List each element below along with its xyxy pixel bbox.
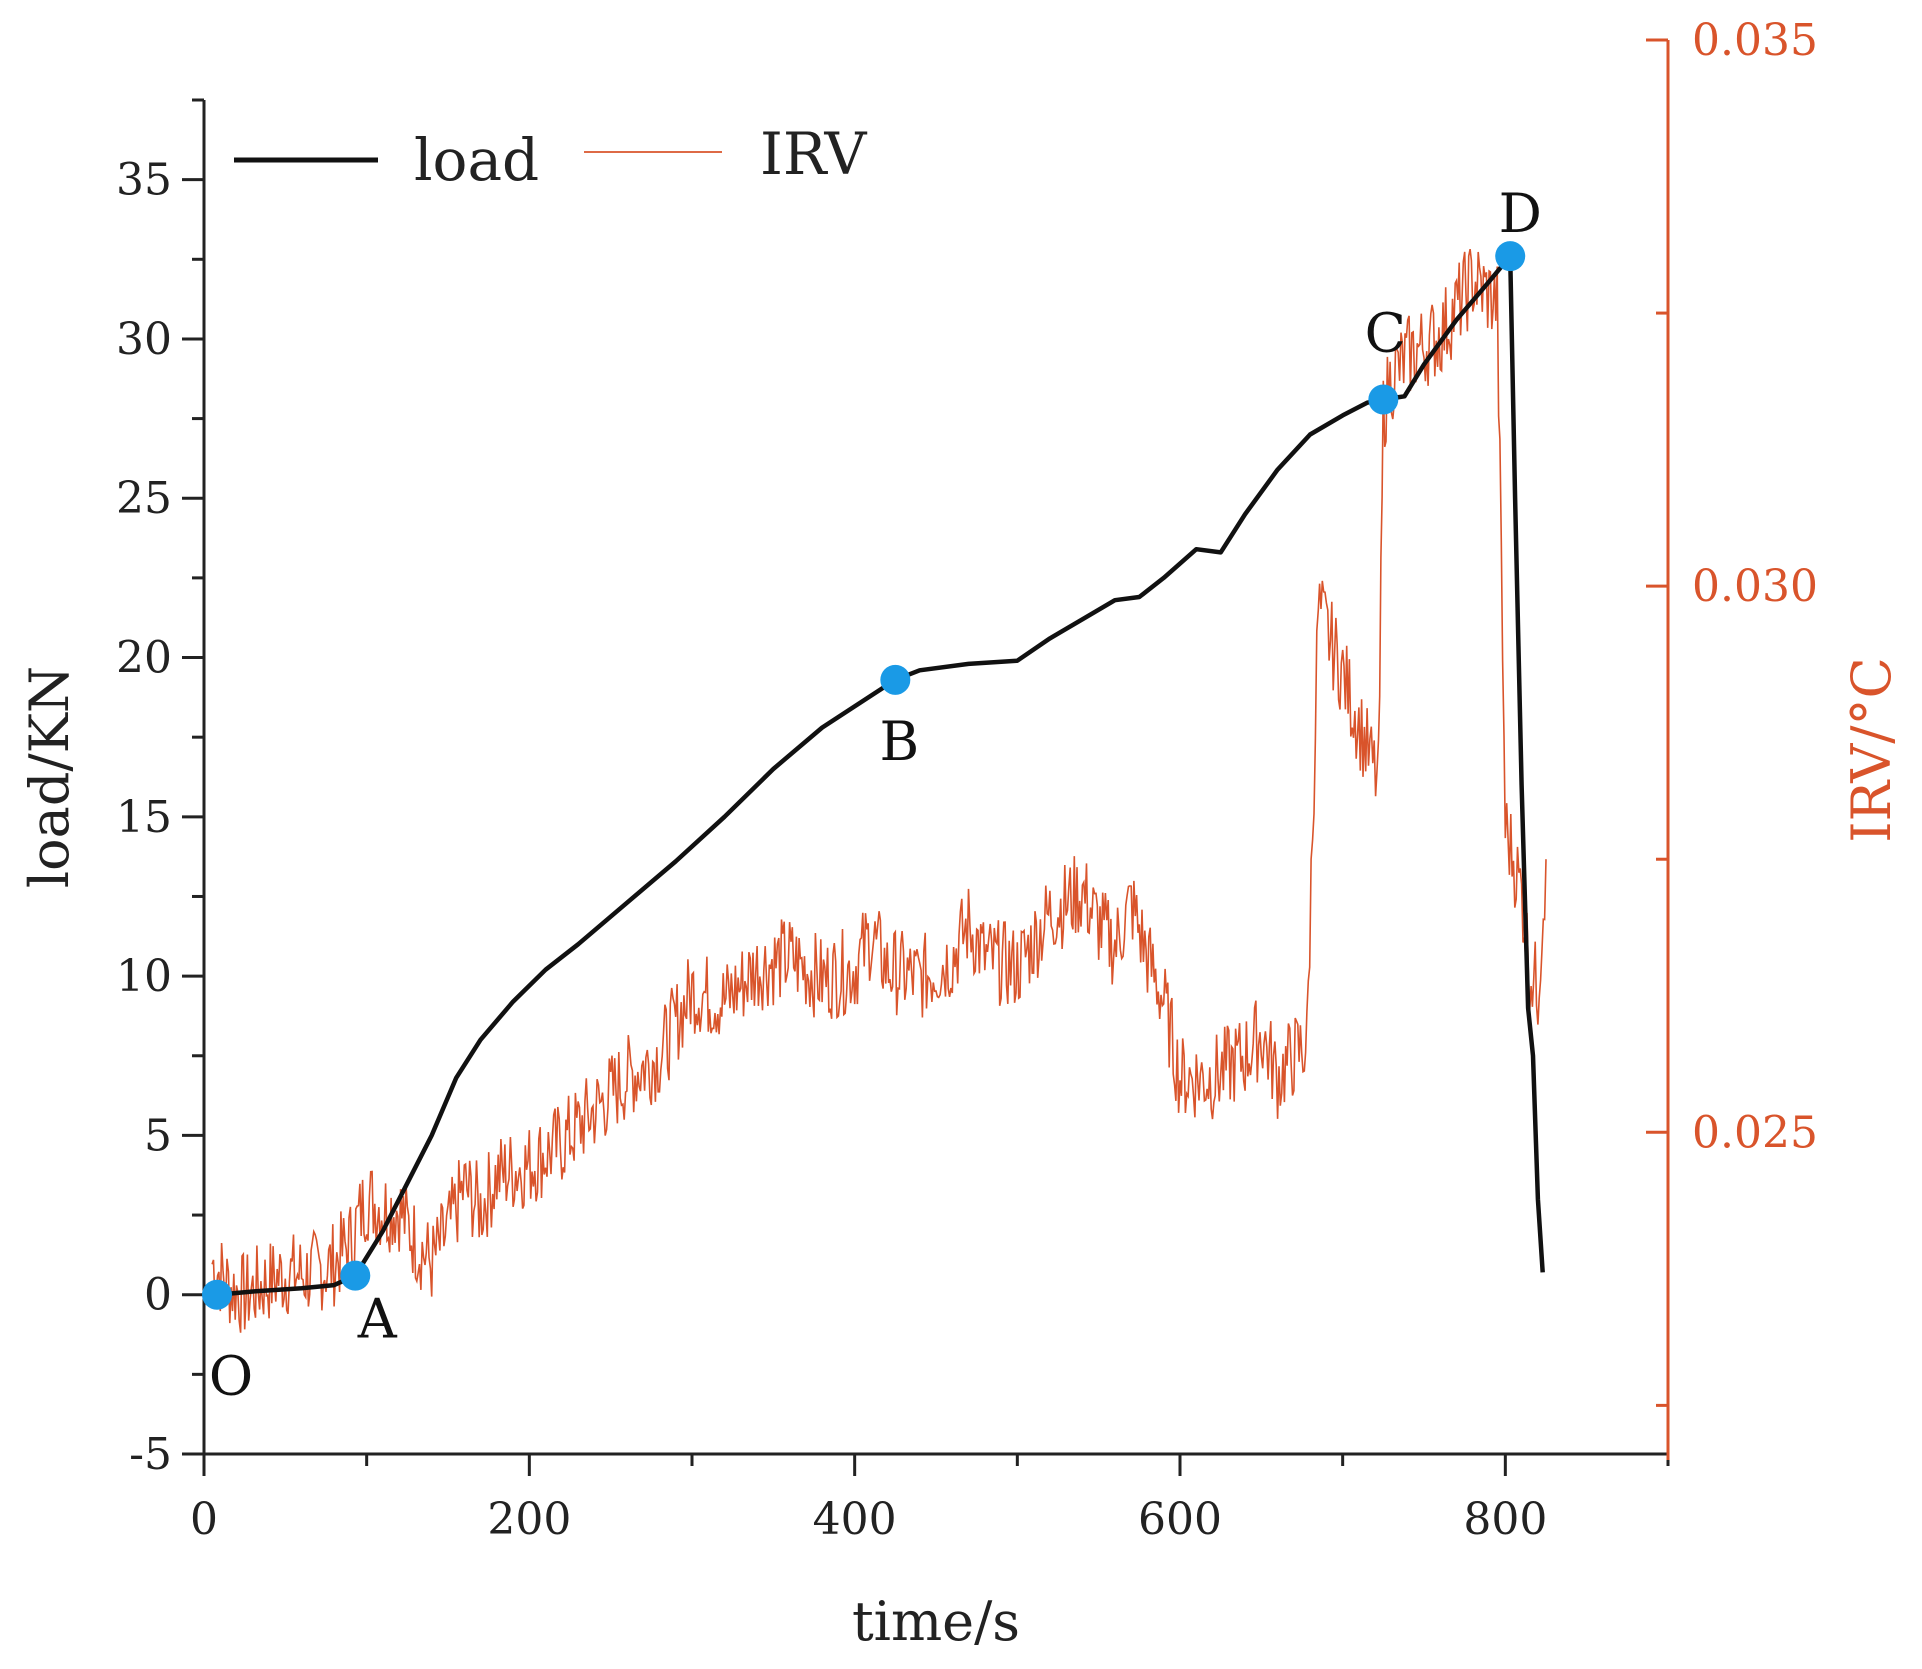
point-marker-a xyxy=(340,1260,371,1291)
bottom-tick-label: 600 xyxy=(1138,1494,1222,1545)
left-tick-label: 10 xyxy=(116,951,172,1002)
annotation-layer: O A B C D xyxy=(202,182,1542,1408)
irv-series-line xyxy=(211,248,1547,1333)
x-axis-title: time/s xyxy=(852,1590,1020,1653)
left-tick-label: 15 xyxy=(116,792,172,843)
legend-label-load: load xyxy=(414,126,539,194)
load-series-layer xyxy=(216,253,1545,1297)
bottom-tick-label: 800 xyxy=(1463,1494,1547,1545)
point-label-o: O xyxy=(209,1345,253,1408)
left-tick-label: 20 xyxy=(116,633,172,684)
point-label-d: D xyxy=(1499,182,1542,245)
point-label-a: A xyxy=(357,1288,398,1351)
point-marker-b xyxy=(880,664,911,695)
point-marker-c xyxy=(1368,384,1399,415)
point-marker-o xyxy=(202,1279,233,1310)
point-label-c: C xyxy=(1365,301,1406,364)
bottom-tick-label: 200 xyxy=(487,1494,571,1545)
left-tick-label: 25 xyxy=(116,473,172,524)
left-tick-label: 35 xyxy=(116,155,172,206)
legend: load IRV xyxy=(234,120,868,194)
legend-label-irv: IRV xyxy=(760,120,868,188)
left-tick-label: -5 xyxy=(129,1429,172,1480)
left-axis-title: load/KN xyxy=(18,666,81,888)
left-tick-label: 5 xyxy=(144,1110,172,1161)
point-marker-d xyxy=(1495,241,1526,272)
bottom-tick-label: 0 xyxy=(190,1494,218,1545)
load-series-line xyxy=(216,253,1545,1297)
right-axis-title: IRV/°C xyxy=(1840,657,1903,843)
left-tick-label: 30 xyxy=(116,314,172,365)
point-label-b: B xyxy=(879,710,919,773)
right-tick-label: 0.035 xyxy=(1692,15,1818,66)
axes-layer: -5 0 5 10 15 20 25 30 35 0 200 400 600 800 0.025 0.030 0… xyxy=(18,15,1903,1653)
right-tick-label: 0.025 xyxy=(1692,1107,1818,1158)
left-tick-label: 0 xyxy=(144,1270,172,1321)
bottom-tick-label: 400 xyxy=(813,1494,897,1545)
right-tick-label: 0.030 xyxy=(1692,561,1818,612)
irv-series-layer xyxy=(211,248,1547,1333)
